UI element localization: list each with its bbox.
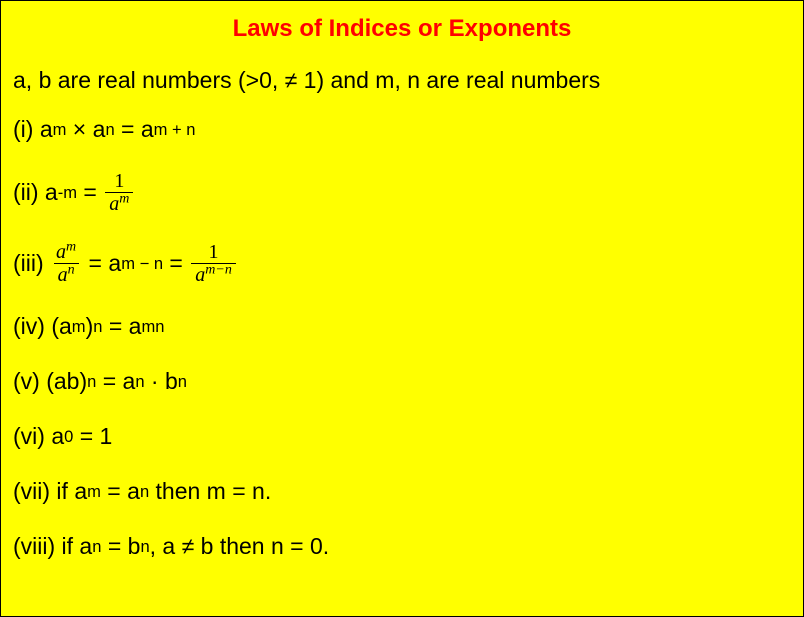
r3-f1-num: am — [52, 242, 80, 263]
r8-p1: (viii) if a — [13, 533, 92, 560]
rule-4: (iv) (am )n = amn — [13, 313, 791, 340]
r3-f1-den-exp: n — [68, 262, 75, 277]
r3-f2-den-exp: m−n — [205, 262, 232, 277]
r3-f1-num-exp: m — [66, 239, 76, 254]
r4-p3: = a — [102, 313, 141, 340]
r2-p2: = — [77, 179, 103, 206]
rule-3: (iii) am an = am − n = 1 am−n — [13, 242, 791, 285]
r5-p3: · b — [145, 368, 178, 395]
r3-f1-den: an — [54, 263, 79, 285]
r3-fraction-1: am an — [52, 242, 80, 285]
r4-p2: ) — [86, 313, 94, 340]
r1-p1: (i) a — [13, 116, 53, 143]
r8-p2: = b — [101, 533, 140, 560]
rule-6: (vi) a0 = 1 — [13, 423, 791, 450]
page-title: Laws of Indices or Exponents — [13, 15, 791, 43]
r7-p1: (vii) if a — [13, 478, 87, 505]
r3-p2: = a — [82, 250, 121, 277]
r6-p1: (vi) a — [13, 423, 64, 450]
r3-f2-den: am−n — [191, 263, 236, 285]
rule-5: (v) (ab)n = an · bn — [13, 368, 791, 395]
r3-p1: (iii) — [13, 250, 50, 277]
r3-f2-num: 1 — [205, 242, 223, 263]
r7-p3: then m = n. — [149, 478, 271, 505]
r5-p2: = a — [96, 368, 135, 395]
rule-2: (ii) a-m = 1 am — [13, 171, 791, 214]
r3-p3: = — [163, 250, 189, 277]
r3-f1-den-base: a — [58, 264, 68, 286]
r1-p2: × a — [66, 116, 105, 143]
rule-7: (vii) if am = an then m = n. — [13, 478, 791, 505]
r2-den-exp: m — [119, 191, 129, 206]
r3-fraction-2: 1 am−n — [191, 242, 236, 285]
r3-f2-den-base: a — [195, 264, 205, 286]
r1-p3: = a — [115, 116, 154, 143]
r5-p1: (v) (ab) — [13, 368, 87, 395]
r2-frac-den: am — [105, 192, 133, 214]
r2-den-base: a — [109, 193, 119, 215]
r8-p3: , a ≠ b then n = 0. — [150, 533, 330, 560]
r2-p1: (ii) a — [13, 179, 58, 206]
r4-p1: (iv) (a — [13, 313, 72, 340]
intro-text: a, b are real numbers (>0, ≠ 1) and m, n… — [13, 67, 791, 94]
r2-fraction: 1 am — [105, 171, 133, 214]
rule-1: (i) am × an = am + n — [13, 116, 791, 143]
r7-p2: = a — [101, 478, 140, 505]
r3-f1-num-base: a — [56, 241, 66, 263]
r2-frac-num: 1 — [110, 171, 128, 192]
rule-8: (viii) if an = bn , a ≠ b then n = 0. — [13, 533, 791, 560]
r6-p2: = 1 — [73, 423, 112, 450]
